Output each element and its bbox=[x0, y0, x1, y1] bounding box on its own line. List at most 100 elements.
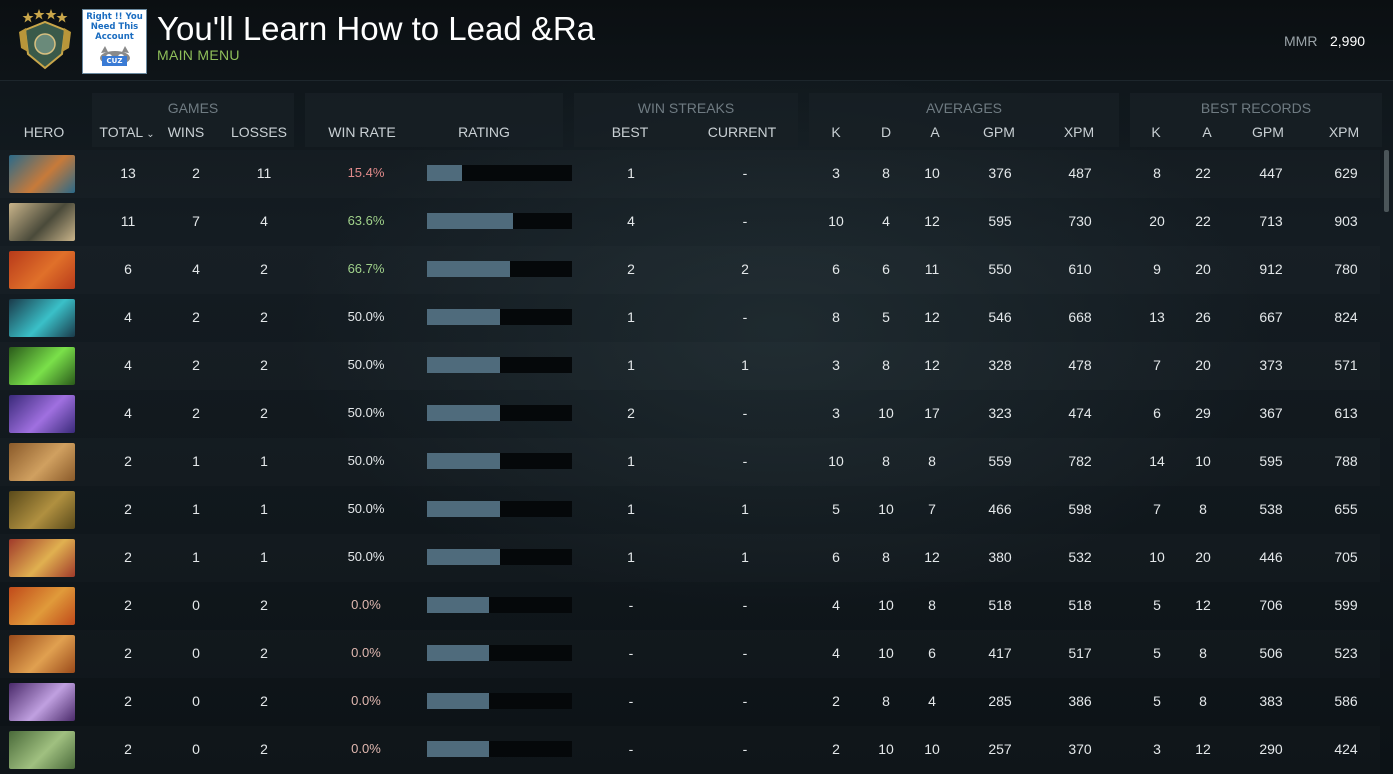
col-losses[interactable]: LOSSES bbox=[230, 124, 288, 140]
cell-losses: 2 bbox=[260, 645, 268, 661]
main-menu-link[interactable]: MAIN MENU bbox=[157, 47, 240, 63]
cell-avg-a: 10 bbox=[924, 741, 940, 757]
col-best-k[interactable]: K bbox=[1151, 124, 1161, 140]
sort-desc-icon: ⌄ bbox=[146, 129, 155, 140]
col-avg-xpm[interactable]: XPM bbox=[1063, 124, 1095, 140]
cell-avg-d: 8 bbox=[882, 549, 890, 565]
col-avg-a[interactable]: A bbox=[930, 124, 940, 140]
rating-bar bbox=[427, 453, 572, 469]
cell-avg-xpm: 386 bbox=[1068, 693, 1092, 709]
cell-avg-gpm: 466 bbox=[988, 501, 1012, 517]
table-row[interactable]: 4 2 2 1 - 8 5 12 546 668 13 26 667 824 50.0% bbox=[0, 294, 1380, 342]
col-current-streak[interactable]: CURRENT bbox=[707, 124, 777, 140]
cell-avg-xpm: 598 bbox=[1068, 501, 1092, 517]
cell-total: 2 bbox=[124, 549, 132, 565]
table-row[interactable]: 2 0 2 - - 2 10 10 257 370 3 12 290 424 0.0% bbox=[0, 726, 1380, 774]
rating-bar bbox=[427, 501, 572, 517]
table-row[interactable]: 2 1 1 1 1 6 8 12 380 532 10 20 446 705 50.0% bbox=[0, 534, 1380, 582]
cell-avg-xpm: 668 bbox=[1068, 309, 1092, 325]
cell-losses: 2 bbox=[260, 693, 268, 709]
table-row[interactable]: 2 1 1 1 1 5 10 7 466 598 7 8 538 655 50.0% bbox=[0, 486, 1380, 534]
hero-portrait[interactable] bbox=[9, 443, 75, 481]
col-best-gpm[interactable]: GPM bbox=[1252, 124, 1284, 140]
col-best-streak[interactable]: BEST bbox=[611, 124, 649, 140]
cell-best-xpm: 613 bbox=[1334, 405, 1358, 421]
cell-wins: 2 bbox=[192, 309, 200, 325]
table-scrollbar[interactable] bbox=[1384, 150, 1389, 212]
table-row[interactable]: 2 0 2 - - 4 10 8 518 518 5 12 706 599 0.0% bbox=[0, 582, 1380, 630]
table-row[interactable]: 4 2 2 2 - 3 10 17 323 474 6 29 367 613 50.0% bbox=[0, 390, 1380, 438]
profile-name: You'll Learn How to Lead &Ra bbox=[157, 10, 596, 47]
cell-win-rate: 0.0% bbox=[351, 645, 381, 660]
col-hero[interactable]: HERO bbox=[23, 124, 65, 140]
table-row[interactable]: 4 2 2 1 1 3 8 12 328 478 7 20 373 571 50.0% bbox=[0, 342, 1380, 390]
table-row[interactable]: 13 2 11 1-3 8 10 376 487 8 22 447 629 15.4% bbox=[0, 150, 1380, 198]
col-best-a[interactable]: A bbox=[1202, 124, 1212, 140]
hero-portrait[interactable] bbox=[9, 395, 75, 433]
col-avg-gpm[interactable]: GPM bbox=[983, 124, 1015, 140]
cell-best: 1 bbox=[627, 357, 635, 373]
table-row[interactable]: 6 4 2 2 2 6 6 11 550 610 9 20 912 780 66.7% bbox=[0, 246, 1380, 294]
rating-bar bbox=[427, 645, 572, 661]
col-avg-k[interactable]: K bbox=[831, 124, 841, 140]
cell-best-gpm: 383 bbox=[1259, 693, 1283, 709]
games-group-title: GAMES bbox=[167, 100, 219, 116]
col-wins[interactable]: WINS bbox=[167, 124, 205, 140]
cell-losses: 11 bbox=[256, 165, 272, 181]
cell-best-gpm: 713 bbox=[1259, 213, 1283, 229]
mmr-value: 2,990 bbox=[1330, 33, 1366, 49]
cell-total: 4 bbox=[124, 309, 132, 325]
cell-avg-gpm: 380 bbox=[988, 549, 1012, 565]
hero-portrait[interactable] bbox=[9, 683, 75, 721]
profile-avatar[interactable]: Right !! You Need This Account CUZ bbox=[82, 9, 147, 74]
col-rating[interactable]: RATING bbox=[458, 124, 510, 140]
cell-best-gpm: 667 bbox=[1259, 309, 1283, 325]
cell-avg-d: 8 bbox=[882, 165, 890, 181]
col-best-xpm[interactable]: XPM bbox=[1328, 124, 1360, 140]
cell-best-k: 5 bbox=[1153, 597, 1161, 613]
table-row[interactable]: 11 7 4 4 - 10 4 12 595 730 20 22 713 903 63.6% bbox=[0, 198, 1380, 246]
hero-portrait[interactable] bbox=[9, 251, 75, 289]
hero-portrait[interactable] bbox=[9, 203, 75, 241]
cell-total: 2 bbox=[124, 645, 132, 661]
table-row[interactable]: 2 0 2 - - 4 10 6 417 517 5 8 506 523 0.0% bbox=[0, 630, 1380, 678]
col-total[interactable]: TOTAL ⌄ bbox=[94, 124, 160, 140]
col-win-rate[interactable]: WIN RATE bbox=[328, 124, 396, 140]
best-records-group-title: BEST RECORDS bbox=[1200, 100, 1312, 116]
cell-avg-a: 12 bbox=[924, 549, 940, 565]
cell-current: - bbox=[742, 309, 748, 325]
cell-wins: 0 bbox=[192, 693, 200, 709]
averages-group-title: AVERAGES bbox=[926, 100, 1002, 116]
cell-avg-d: 5 bbox=[882, 309, 890, 325]
rating-bar bbox=[427, 597, 572, 613]
hero-portrait[interactable] bbox=[9, 347, 75, 385]
cell-best-a: 12 bbox=[1195, 597, 1211, 613]
cell-best-xpm: 780 bbox=[1334, 261, 1358, 277]
hero-portrait[interactable] bbox=[9, 299, 75, 337]
hero-portrait[interactable] bbox=[9, 587, 75, 625]
table-row[interactable]: 2 1 1 1 - 10 8 8 559 782 14 10 595 788 50.0% bbox=[0, 438, 1380, 486]
cell-avg-xpm: 518 bbox=[1068, 597, 1092, 613]
cell-best-xpm: 788 bbox=[1334, 453, 1358, 469]
hero-portrait[interactable] bbox=[9, 731, 75, 769]
cell-best-gpm: 912 bbox=[1259, 261, 1283, 277]
hero-portrait[interactable] bbox=[9, 539, 75, 577]
table-row[interactable]: 2 0 2 - - 2 8 4 285 386 5 8 383 586 0.0% bbox=[0, 678, 1380, 726]
cell-current: - bbox=[742, 165, 748, 181]
rating-bar-fill bbox=[427, 213, 513, 229]
cell-best-k: 5 bbox=[1153, 645, 1161, 661]
hero-portrait[interactable] bbox=[9, 155, 75, 193]
cell-avg-k: 6 bbox=[832, 261, 840, 277]
cell-best-k: 3 bbox=[1153, 741, 1161, 757]
col-avg-d[interactable]: D bbox=[880, 124, 892, 140]
avatar-badge: CUZ bbox=[102, 56, 127, 66]
cell-avg-d: 8 bbox=[882, 453, 890, 469]
cell-avg-gpm: 417 bbox=[988, 645, 1012, 661]
cell-current: 2 bbox=[741, 261, 749, 277]
hero-portrait[interactable] bbox=[9, 491, 75, 529]
hero-portrait[interactable] bbox=[9, 635, 75, 673]
avatar-caption: Right !! You Need This Account bbox=[86, 12, 143, 42]
cell-losses: 2 bbox=[260, 357, 268, 373]
cell-avg-k: 4 bbox=[832, 645, 840, 661]
cell-best-xpm: 599 bbox=[1334, 597, 1358, 613]
